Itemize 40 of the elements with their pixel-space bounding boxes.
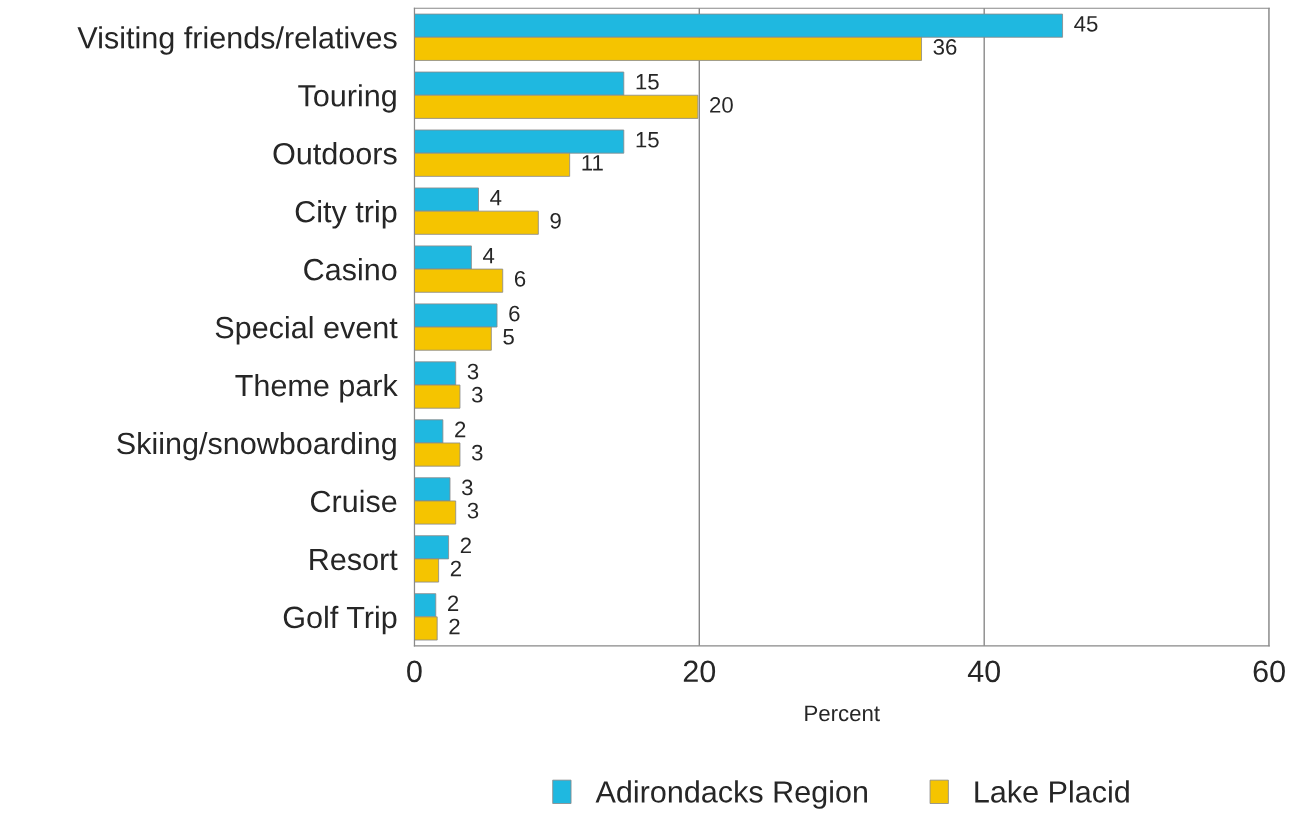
- y-tick-label: Cruise: [310, 489, 397, 513]
- legend-label: Lake Placid: [975, 780, 1129, 803]
- y-tick-label: Casino: [304, 258, 397, 281]
- data-label: 9: [550, 212, 561, 229]
- data-label: 11: [582, 155, 603, 171]
- y-tick-label: Touring: [298, 84, 396, 113]
- y-tick-label: Theme park: [235, 373, 398, 403]
- data-label: 3: [467, 502, 479, 519]
- data-label: 2: [455, 421, 466, 438]
- data-label: 2: [448, 595, 459, 612]
- data-label: 36: [933, 39, 957, 55]
- data-label: 45: [1074, 16, 1098, 32]
- data-label: 6: [514, 270, 526, 287]
- y-tick-label: Golf Trip: [283, 605, 397, 635]
- y-tick-label: Outdoors: [273, 142, 397, 165]
- x-tick-label: 20: [683, 660, 716, 683]
- x-axis-title: Percent: [805, 705, 880, 722]
- y-tick-label: Resort: [310, 548, 398, 571]
- data-label: 6: [509, 305, 520, 322]
- x-tick-label: 0: [407, 660, 422, 683]
- data-label: 15: [636, 74, 659, 90]
- legend-label: Adirondacks Region: [595, 780, 867, 809]
- y-tick-label: City trip: [295, 200, 397, 229]
- data-label: 4: [490, 190, 502, 206]
- data-label: 2: [450, 560, 461, 577]
- data-label: 3: [467, 363, 479, 380]
- x-tick-label: 60: [1253, 660, 1285, 683]
- data-label: 2: [449, 618, 460, 635]
- data-label: 3: [461, 479, 473, 496]
- x-tick-label: 40: [967, 660, 1000, 683]
- data-label: 3: [471, 386, 483, 403]
- data-label: 5: [503, 329, 514, 345]
- data-label: 2: [460, 537, 471, 554]
- y-tick-label: Special event: [215, 315, 398, 345]
- data-label: 20: [710, 97, 733, 113]
- y-tick-label: Skiing/snowboarding: [117, 431, 396, 461]
- data-label: 15: [636, 132, 659, 148]
- data-label: 3: [471, 444, 483, 461]
- data-label: 4: [483, 247, 495, 264]
- y-tick-label: Visiting friends/relatives: [77, 26, 397, 55]
